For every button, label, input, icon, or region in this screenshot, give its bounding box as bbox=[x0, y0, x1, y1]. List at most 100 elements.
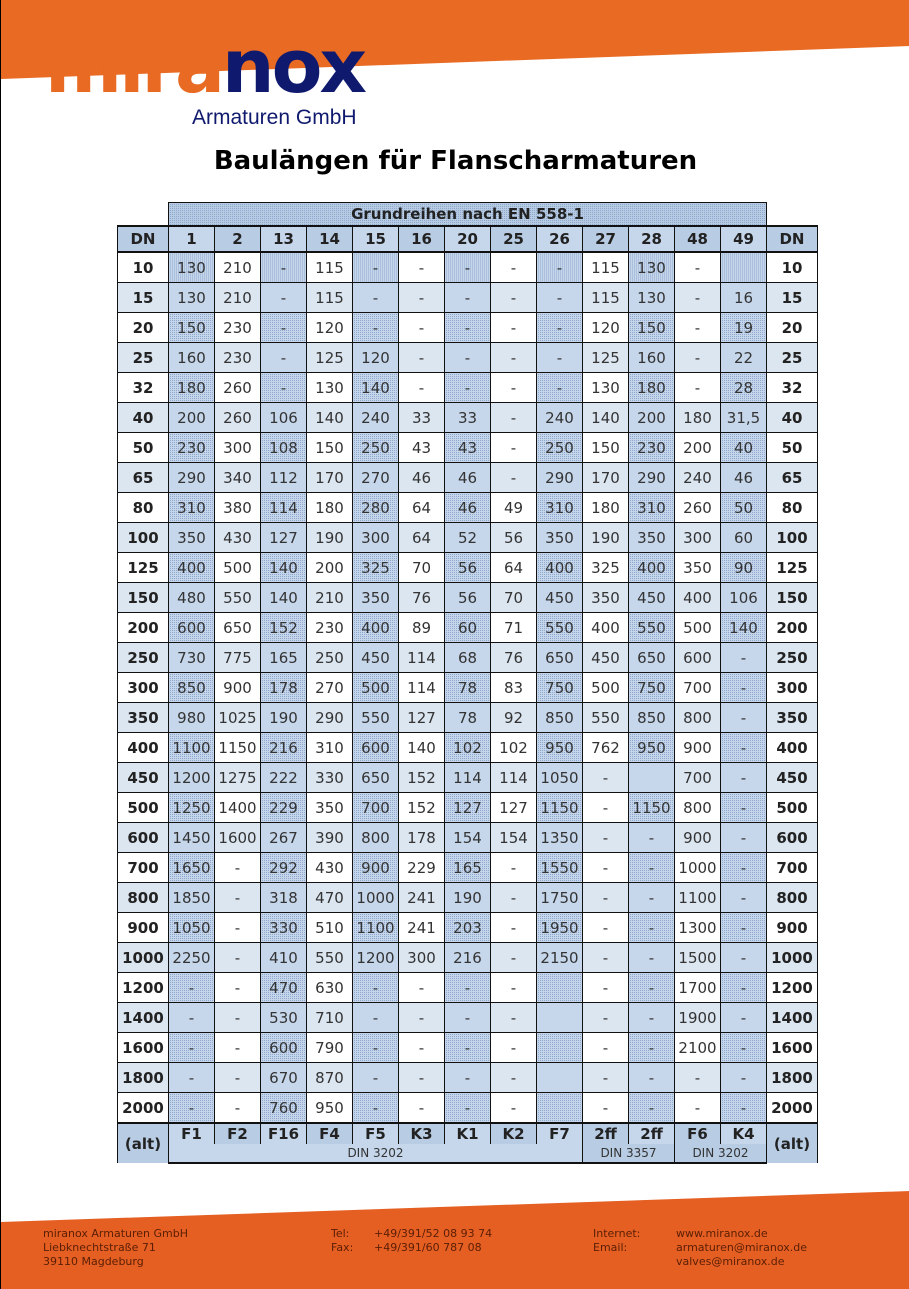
value-cell: 178 bbox=[398, 822, 445, 853]
group-header: Grundreihen nach EN 558-1 bbox=[168, 202, 767, 226]
value-cell: 318 bbox=[260, 882, 307, 913]
table-row: 10 130 210-115- - - - -115 130-10 bbox=[117, 251, 818, 283]
value-cell: 46 bbox=[720, 462, 767, 493]
value-cell: - bbox=[720, 1092, 767, 1124]
value-cell: 850 bbox=[628, 702, 675, 733]
value-cell: 2150 bbox=[536, 942, 583, 973]
value-cell: 1000 bbox=[352, 882, 399, 913]
value-cell: 152 bbox=[398, 762, 445, 793]
fax-value: +49/391/60 787 08 bbox=[374, 1241, 482, 1254]
column-header: 15 bbox=[352, 225, 399, 253]
value-cell: 650 bbox=[536, 642, 583, 673]
value-cell: 52 bbox=[444, 522, 491, 553]
footer-web: www.miranox.de armaturen@miranox.de valv… bbox=[676, 1227, 807, 1269]
table-row: 450 1200 1275 222 330 650 152 114 114 1050-700-45… bbox=[117, 762, 818, 793]
value-cell: - bbox=[720, 942, 767, 973]
value-cell: 92 bbox=[490, 702, 537, 733]
dn-cell: 1600 bbox=[766, 1032, 818, 1063]
value-cell: 850 bbox=[168, 672, 215, 703]
value-cell: - bbox=[720, 822, 767, 853]
value-cell: - bbox=[398, 1092, 445, 1124]
logo-nox: nox bbox=[221, 24, 367, 110]
dn-cell: 150 bbox=[766, 582, 818, 613]
dn-cell: 32 bbox=[766, 372, 818, 403]
value-cell: 1950 bbox=[536, 912, 583, 943]
dn-cell: 200 bbox=[117, 612, 169, 643]
value-cell: - bbox=[398, 1002, 445, 1033]
value-cell: 300 bbox=[674, 522, 721, 553]
footer-city: 39110 Magdeburg bbox=[43, 1255, 144, 1268]
dn-cell: 350 bbox=[766, 702, 818, 733]
value-cell: 210 bbox=[306, 582, 353, 613]
value-cell: - bbox=[398, 372, 445, 403]
value-cell: 76 bbox=[398, 582, 445, 613]
value-cell: 165 bbox=[444, 852, 491, 883]
value-cell: 280 bbox=[352, 492, 399, 523]
value-cell: 64 bbox=[398, 522, 445, 553]
value-cell: - bbox=[352, 312, 399, 343]
value-cell: 230 bbox=[214, 342, 261, 373]
value-cell bbox=[536, 972, 583, 1003]
value-cell: 115 bbox=[306, 251, 353, 283]
dn-cell: 350 bbox=[117, 702, 169, 733]
dn-cell: 25 bbox=[117, 342, 169, 373]
value-cell: 430 bbox=[306, 852, 353, 883]
column-header: 1 bbox=[168, 225, 215, 253]
value-cell bbox=[628, 762, 675, 793]
value-cell: - bbox=[260, 282, 307, 313]
value-cell: 78 bbox=[444, 672, 491, 703]
value-cell: - bbox=[490, 882, 537, 913]
value-cell: 350 bbox=[306, 792, 353, 823]
dn-cell: 20 bbox=[117, 312, 169, 343]
value-cell: 43 bbox=[444, 432, 491, 463]
table-row: 40 200 260 106 140 240 33 33-240 140 200 180 31,5 40 bbox=[117, 402, 818, 433]
value-cell: 150 bbox=[306, 432, 353, 463]
value-cell: 1150 bbox=[214, 732, 261, 763]
footer-phone: +49/391/52 08 93 74 +49/391/60 787 08 bbox=[374, 1227, 492, 1255]
value-cell: 2250 bbox=[168, 942, 215, 973]
value-cell: - bbox=[628, 852, 675, 883]
value-cell: 180 bbox=[628, 372, 675, 403]
column-header-row: DN 1 2 13 14 15 16 20 25 26 27 28 48 49 DN bbox=[117, 225, 818, 253]
value-cell: - bbox=[214, 852, 261, 883]
value-cell: 114 bbox=[444, 762, 491, 793]
dn-cell: 900 bbox=[766, 912, 818, 943]
value-cell: 2100 bbox=[674, 1032, 721, 1063]
value-cell: 300 bbox=[398, 942, 445, 973]
value-cell: - bbox=[674, 282, 721, 313]
email-link-valves[interactable]: valves@miranox.de bbox=[676, 1255, 785, 1268]
dn-cell: 32 bbox=[117, 372, 169, 403]
value-cell: - bbox=[444, 1092, 491, 1124]
value-cell: 260 bbox=[214, 372, 261, 403]
logo-mira: mira bbox=[45, 24, 225, 110]
website-link[interactable]: www.miranox.de bbox=[676, 1227, 768, 1240]
value-cell: 1250 bbox=[168, 792, 215, 823]
dn-cell: 300 bbox=[117, 672, 169, 703]
email-link-armaturen[interactable]: armaturen@miranox.de bbox=[676, 1241, 807, 1254]
value-cell: 1900 bbox=[674, 1002, 721, 1033]
value-cell: 190 bbox=[582, 522, 629, 553]
value-cell: 140 bbox=[352, 372, 399, 403]
value-cell: 130 bbox=[306, 372, 353, 403]
dn-cell: 1000 bbox=[766, 942, 818, 973]
value-cell: - bbox=[490, 432, 537, 463]
value-cell: 190 bbox=[260, 702, 307, 733]
value-cell: - bbox=[582, 1092, 629, 1124]
dn-cell: 1200 bbox=[766, 972, 818, 1003]
value-cell: 600 bbox=[168, 612, 215, 643]
dn-cell: 1800 bbox=[117, 1062, 169, 1093]
table-row: 700 1650-292 430 900 229 165-1550- -1000-700 bbox=[117, 852, 818, 883]
value-cell: 1025 bbox=[214, 702, 261, 733]
alt-code: K4 bbox=[720, 1122, 767, 1144]
value-cell: 230 bbox=[628, 432, 675, 463]
value-cell: 1300 bbox=[674, 912, 721, 943]
value-cell: - bbox=[490, 312, 537, 343]
value-cell: 200 bbox=[628, 402, 675, 433]
value-cell: 31,5 bbox=[720, 402, 767, 433]
value-cell: 1150 bbox=[628, 792, 675, 823]
standard-label: DIN 3202 bbox=[674, 1144, 767, 1164]
value-cell: 108 bbox=[260, 432, 307, 463]
table-row: 1200- -470 630- - - - - -1700-1200 bbox=[117, 972, 818, 1003]
dn-cell: 40 bbox=[117, 402, 169, 433]
dn-cell: 1000 bbox=[117, 942, 169, 973]
